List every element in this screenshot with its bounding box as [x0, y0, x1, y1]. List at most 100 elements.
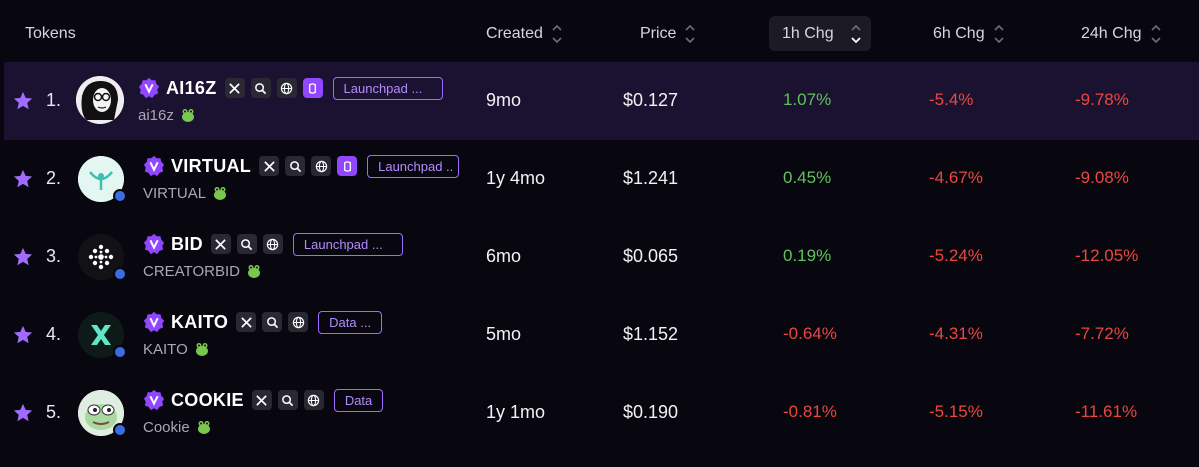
- token-name-row: COOKIE Data: [143, 388, 384, 412]
- token-name-row: KAITO Data ...: [143, 310, 383, 334]
- token-name: COOKIE: [171, 389, 244, 410]
- active-sort-highlight: [769, 16, 871, 51]
- chain-badge-icon: [113, 345, 127, 359]
- star-icon[interactable]: [12, 168, 34, 190]
- change-6h: -4.31%: [929, 324, 983, 343]
- chain-badge-icon: [113, 189, 127, 203]
- change-24h: -9.78%: [1075, 90, 1129, 109]
- star-icon[interactable]: [12, 246, 34, 268]
- sort-icon: [1150, 23, 1162, 45]
- change-24h: -11.61%: [1075, 402, 1138, 421]
- category-tag[interactable]: Data: [333, 388, 384, 412]
- token-symbol-row: CREATORBID: [143, 262, 263, 280]
- header-created[interactable]: Created: [486, 24, 563, 44]
- x-twitter-icon[interactable]: [251, 390, 272, 410]
- table-header: Tokens Created Price 1h Chg 6h Chg 24h C…: [0, 0, 1199, 62]
- avatar: [78, 234, 124, 280]
- created-value: 6mo: [486, 246, 522, 266]
- change-1h: 0.45%: [783, 168, 832, 187]
- x-twitter-icon[interactable]: [210, 234, 231, 254]
- change-1h: 0.19%: [783, 246, 832, 265]
- token-symbol-row: KAITO: [143, 340, 211, 358]
- header-price[interactable]: Price: [640, 24, 696, 44]
- globe-icon[interactable]: [262, 234, 283, 254]
- change-24h: -12.05%: [1075, 246, 1139, 265]
- chain-badge-icon: [113, 267, 127, 281]
- verified-badge-icon: [143, 389, 165, 411]
- table-row[interactable]: 1. AI16Z Launchpad ... ai16z 9mo $0.127 …: [4, 62, 1199, 140]
- rank: 1.: [46, 90, 62, 110]
- globe-icon[interactable]: [288, 312, 309, 332]
- search-icon[interactable]: [250, 78, 271, 98]
- change-6h: -5.24%: [929, 246, 983, 265]
- search-icon[interactable]: [277, 390, 298, 410]
- launchpad-logo-icon[interactable]: [302, 78, 323, 98]
- created-value: 9mo: [486, 90, 522, 110]
- table-row[interactable]: 2. VIRTUAL Launchpad .. VIRTUAL 1y 4mo $…: [4, 140, 1199, 218]
- x-twitter-icon[interactable]: [224, 78, 245, 98]
- sort-icon: [684, 23, 696, 45]
- search-icon[interactable]: [285, 156, 306, 176]
- header-1h-chg[interactable]: 1h Chg: [782, 24, 862, 44]
- table-row[interactable]: 4. KAITO Data ... KAITO 5mo $1.152 -0.64…: [4, 296, 1199, 374]
- change-1h: -0.64%: [783, 324, 837, 343]
- created-value: 5mo: [486, 324, 522, 344]
- avatar: [78, 312, 124, 358]
- verified-badge-icon: [143, 155, 165, 177]
- frog-icon: [214, 187, 227, 200]
- header-6h-chg[interactable]: 6h Chg: [933, 24, 1005, 44]
- search-icon[interactable]: [262, 312, 283, 332]
- token-name-row: AI16Z Launchpad ...: [138, 76, 443, 100]
- header-tokens: Tokens: [25, 25, 76, 42]
- launchpad-logo-icon[interactable]: [337, 156, 358, 176]
- price-value: $0.065: [623, 246, 679, 266]
- verified-badge-icon: [143, 311, 165, 333]
- token-name: KAITO: [171, 311, 229, 332]
- token-name-row: BID Launchpad ...: [143, 232, 403, 256]
- rank: 4.: [46, 324, 62, 344]
- globe-icon[interactable]: [276, 78, 297, 98]
- token-symbol: VIRTUAL: [143, 184, 207, 202]
- price-value: $0.127: [623, 90, 679, 110]
- search-icon[interactable]: [236, 234, 257, 254]
- star-icon[interactable]: [12, 90, 34, 112]
- change-24h: -7.72%: [1075, 324, 1129, 343]
- token-symbol-row: VIRTUAL: [143, 184, 229, 202]
- change-6h: -4.67%: [929, 168, 983, 187]
- category-tag[interactable]: Launchpad ...: [292, 232, 403, 256]
- token-symbol: ai16z: [138, 106, 174, 124]
- star-icon[interactable]: [12, 402, 34, 424]
- star-icon[interactable]: [12, 324, 34, 346]
- rank: 2.: [46, 168, 62, 188]
- table-row[interactable]: 3. BID Launchpad ... CREATORBID 6mo $0.0…: [4, 218, 1199, 296]
- change-6h: -5.15%: [929, 402, 983, 421]
- rank: 3.: [46, 246, 62, 266]
- verified-badge-icon: [143, 233, 165, 255]
- category-tag[interactable]: Data ...: [318, 310, 383, 334]
- category-tag[interactable]: Launchpad ..: [367, 154, 460, 178]
- token-symbol-row: Cookie: [143, 418, 213, 436]
- x-twitter-icon[interactable]: [236, 312, 257, 332]
- token-name-row: VIRTUAL Launchpad ..: [143, 154, 460, 178]
- token-name: AI16Z: [166, 77, 217, 98]
- frog-icon: [197, 421, 210, 434]
- globe-icon[interactable]: [303, 390, 324, 410]
- created-value: 1y 1mo: [486, 402, 546, 422]
- globe-icon[interactable]: [311, 156, 332, 176]
- token-symbol-row: ai16z: [138, 106, 197, 124]
- verified-badge-icon: [138, 77, 160, 99]
- category-tag[interactable]: Launchpad ...: [332, 76, 443, 100]
- avatar: [76, 76, 124, 124]
- token-name: VIRTUAL: [171, 155, 252, 176]
- price-value: $1.152: [623, 324, 679, 344]
- rank: 5.: [46, 402, 62, 422]
- frog-icon: [181, 109, 194, 122]
- change-1h: 1.07%: [783, 90, 832, 109]
- sort-icon: [993, 23, 1005, 45]
- created-value: 1y 4mo: [486, 168, 546, 188]
- header-24h-chg[interactable]: 24h Chg: [1081, 24, 1162, 44]
- change-24h: -9.08%: [1075, 168, 1129, 187]
- table-row[interactable]: 5. COOKIE Data Cookie 1y 1mo $0.190 -0.8…: [4, 374, 1199, 452]
- chain-badge-icon: [113, 423, 127, 437]
- x-twitter-icon[interactable]: [259, 156, 280, 176]
